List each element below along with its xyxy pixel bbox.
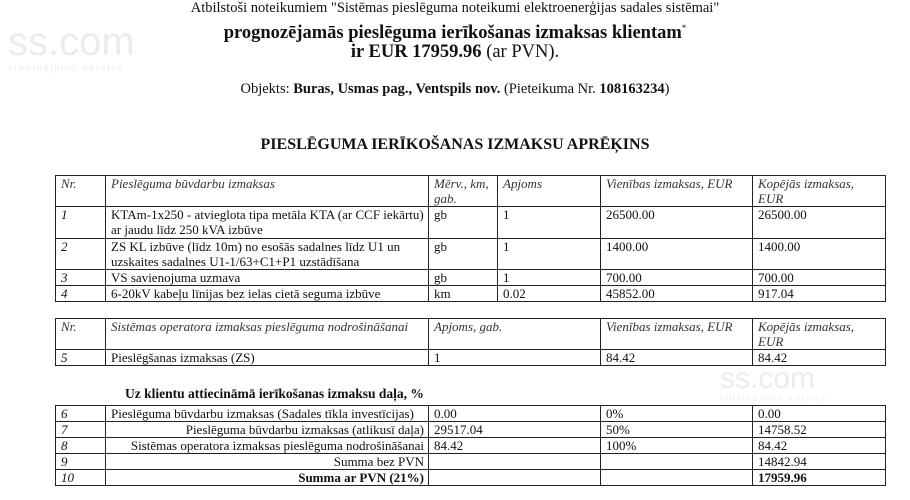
cell: gb <box>428 238 498 270</box>
cell: gb <box>428 269 498 286</box>
header-cell: Vienības izmaksas, EUR <box>600 175 753 207</box>
cell: gb <box>428 206 498 239</box>
object-line: Objekts: Buras, Usmas pag., Ventspils no… <box>0 80 910 98</box>
cell: Summa ar PVN (21%) <box>105 469 429 486</box>
cell: 3 <box>55 269 106 286</box>
table-header-row: Nr. Sistēmas operatora izmaksas pieslēgu… <box>55 318 886 350</box>
cell <box>428 453 601 470</box>
cell: Sistēmas operatora izmaksas pieslēguma n… <box>105 437 429 454</box>
cell: 1400.00 <box>752 238 886 270</box>
intro-text: Atbilstoši noteikumiem "Sistēmas pieslēg… <box>190 0 720 16</box>
table-row: 7 Pieslēguma būvdarbu izmaksas (atlikusī… <box>55 421 886 438</box>
object-label: Objekts: <box>240 81 290 97</box>
table-header-row: Nr. Pieslēguma būvdarbu izmaksas Mērv., … <box>55 175 886 207</box>
cell <box>428 469 601 486</box>
cell: 9 <box>55 453 106 470</box>
cell: 84.42 <box>428 437 601 454</box>
cell: Pieslēgšanas izmaksas (ZS) <box>105 349 429 366</box>
header-cell: Apjoms <box>497 175 601 207</box>
cell: 50% <box>600 421 753 438</box>
cell: Pieslēguma būvdarbu izmaksas (atlikusī d… <box>105 421 429 438</box>
cell: 0.02 <box>497 285 601 302</box>
table-row: 1 KTAm-1x250 - atvieglota tipa metāla KT… <box>55 206 886 239</box>
table-row: 5 Pieslēgšanas izmaksas (ZS) 1 84.42 84.… <box>55 349 886 366</box>
table-row: 6 Pieslēguma būvdarbu izmaksas (Sadales … <box>55 405 886 422</box>
ss-com-watermark-bottom: ss.com sludinājumu serviss <box>720 362 828 404</box>
table-row: 2 ZS KL izbūve (līdz 10m) no esošās sada… <box>55 238 886 270</box>
cell: 6-20kV kabeļu līnijas bez ielas cietā se… <box>105 285 429 302</box>
table-row: 10 Summa ar PVN (21%) 17959.96 <box>55 469 886 486</box>
cell: 29517.04 <box>428 421 601 438</box>
cell: 84.42 <box>752 349 886 366</box>
cell: 0.00 <box>428 405 601 422</box>
cell: 8 <box>55 437 106 454</box>
cell: 1400.00 <box>600 238 753 270</box>
cell: 14758.52 <box>752 421 886 438</box>
total-amount: ir EUR 17959.96 <box>350 42 482 62</box>
application-number: 108163234 <box>599 81 665 97</box>
cell <box>600 469 753 486</box>
header-cell: Sistēmas operatora izmaksas pieslēguma n… <box>105 318 429 350</box>
cell: 0.00 <box>752 405 886 422</box>
header-cell: Nr. <box>55 175 106 207</box>
cell: 700.00 <box>752 269 886 286</box>
cell <box>600 453 753 470</box>
cell: 84.42 <box>752 437 886 454</box>
cell: 10 <box>55 469 106 486</box>
cell: 0% <box>600 405 753 422</box>
paren-close: ) <box>664 81 670 97</box>
cell: 6 <box>55 405 106 422</box>
cell: VS savienojuma uzmava <box>105 269 429 286</box>
table-row: 8 Sistēmas operatora izmaksas pieslēguma… <box>55 437 886 454</box>
vat-note: (ar PVN). <box>486 42 560 62</box>
header-cell: Nr. <box>55 318 106 350</box>
total-amount-line: ir EUR 17959.96 (ar PVN). <box>0 41 910 63</box>
header-cell: Pieslēguma būvdarbu izmaksas <box>105 175 429 207</box>
cell: 100% <box>600 437 753 454</box>
cell: 14842.94 <box>752 453 886 470</box>
cell: 7 <box>55 421 106 438</box>
header-cell: Apjoms, gab. <box>428 318 601 350</box>
cell: 1 <box>497 206 601 239</box>
client-share-table: 6 Pieslēguma būvdarbu izmaksas (Sadales … <box>55 405 886 486</box>
headline: prognozējamās pieslēguma ierīkošanas izm… <box>0 17 910 44</box>
cell: 700.00 <box>600 269 753 286</box>
application-label: (Pieteikuma Nr. <box>503 81 596 97</box>
cell: 26500.00 <box>752 206 886 239</box>
cell: 2 <box>55 238 106 270</box>
construction-costs-table: Nr. Pieslēguma būvdarbu izmaksas Mērv., … <box>55 175 886 302</box>
table-row: 3 VS savienojuma uzmava gb 1 700.00 700.… <box>55 269 886 286</box>
header-cell: Mērv., km, gab. <box>428 175 498 207</box>
cell: 1 <box>497 238 601 270</box>
table-row: 4 6-20kV kabeļu līnijas bez ielas cietā … <box>55 285 886 302</box>
cell: Pieslēguma būvdarbu izmaksas (Sadales tī… <box>105 405 429 422</box>
cell: ZS KL izbūve (līdz 10m) no esošās sadaln… <box>105 238 429 270</box>
table-row: 9 Summa bez PVN 14842.94 <box>55 453 886 470</box>
header-cell: Kopējās izmaksas, EUR <box>752 175 886 207</box>
headline-text: prognozējamās pieslēguma ierīkošanas izm… <box>223 23 682 44</box>
cell: 1 <box>428 349 601 366</box>
cell: 4 <box>55 285 106 302</box>
cell: 917.04 <box>752 285 886 302</box>
client-share-caption: Uz klientu attiecināmā ierīkošanas izmak… <box>125 386 424 401</box>
operator-costs-table: Nr. Sistēmas operatora izmaksas pieslēgu… <box>55 318 886 366</box>
calculation-title: PIESLĒGUMA IERĪKOŠANAS IZMAKSU APRĒĶINS <box>260 136 650 153</box>
cell: 1 <box>497 269 601 286</box>
header-cell: Vienības izmaksas, EUR <box>600 318 753 350</box>
cell: km <box>428 285 498 302</box>
header-cell: Kopējās izmaksas, EUR <box>752 318 886 350</box>
cell: 1 <box>55 206 106 239</box>
object-value: Buras, Usmas pag., Ventspils nov. <box>293 81 501 97</box>
cell: 26500.00 <box>600 206 753 239</box>
cell: 84.42 <box>600 349 753 366</box>
cell: Summa bez PVN <box>105 453 429 470</box>
cell: 45852.00 <box>600 285 753 302</box>
cell: 5 <box>55 349 106 366</box>
cell: 17959.96 <box>752 469 886 486</box>
cell: KTAm-1x250 - atvieglota tipa metāla KTA … <box>105 206 429 239</box>
footnote-mark: * <box>681 23 687 33</box>
